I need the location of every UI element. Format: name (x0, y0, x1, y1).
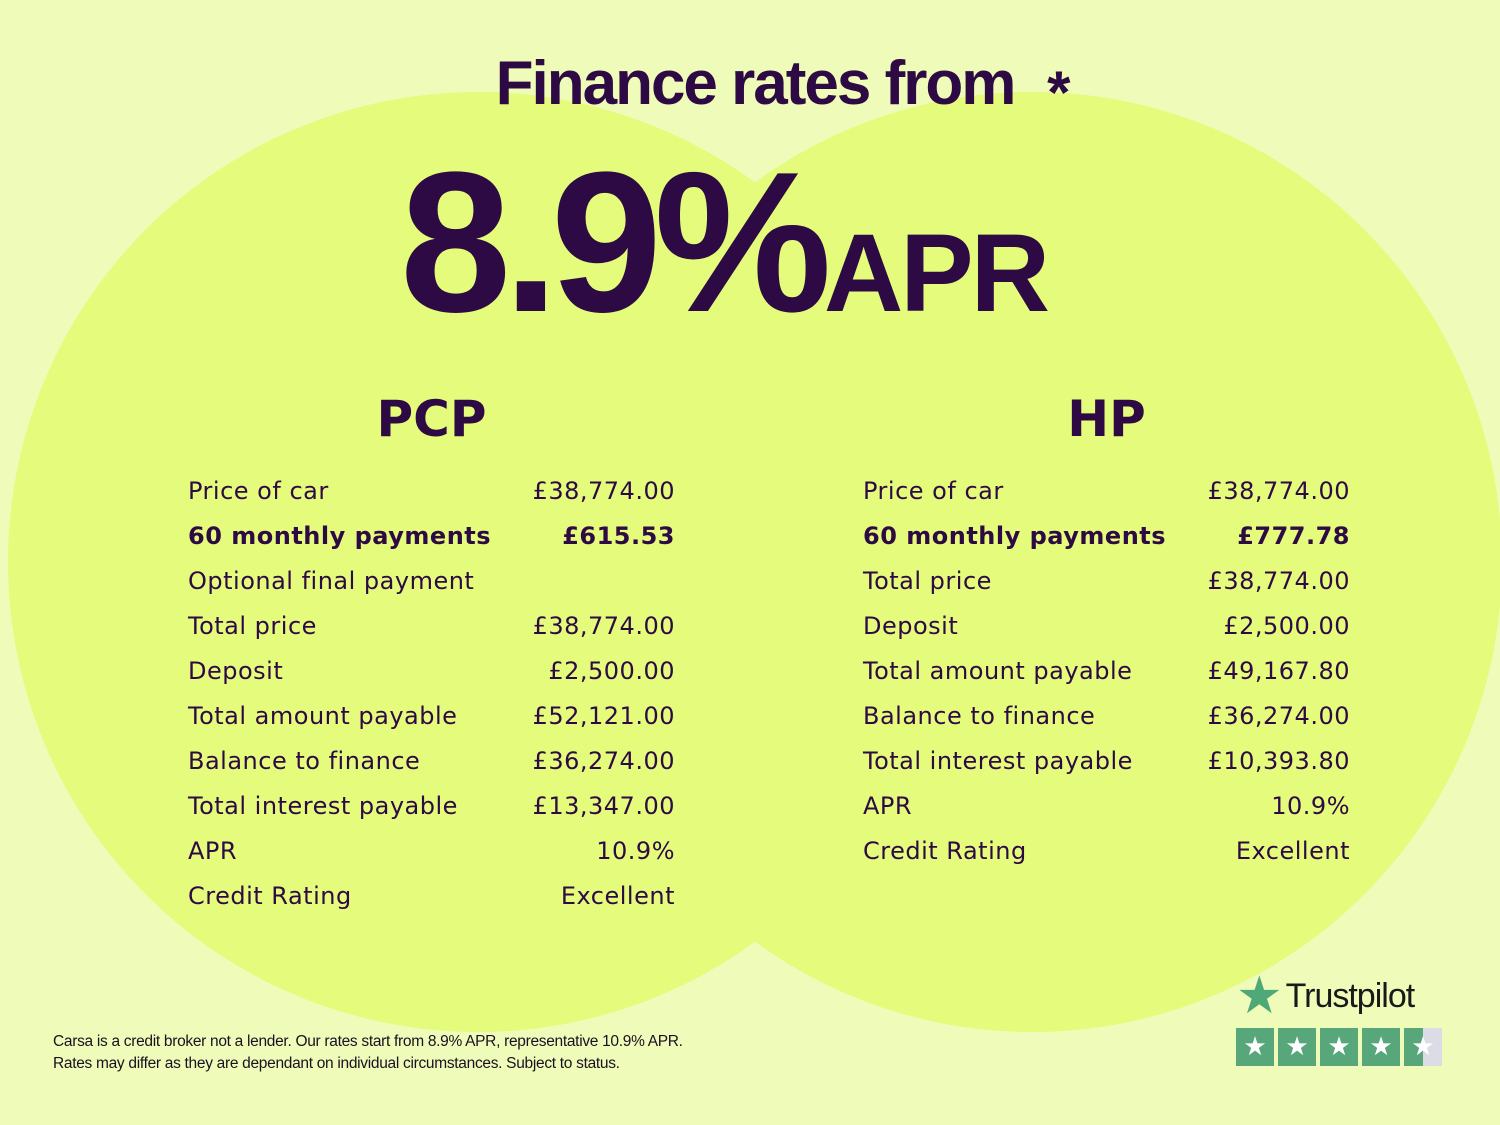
trustpilot-badge: ★ Trustpilot ★ ★ ★ ★ ★ (1236, 967, 1442, 1066)
row-value: £2,500.00 (548, 657, 675, 685)
row-label: Balance to finance (863, 702, 1096, 730)
rate-suffix: APR (823, 212, 1050, 335)
row-value: 10.9% (1271, 792, 1350, 820)
row-value: £38,774.00 (1207, 477, 1350, 505)
row-value: £49,167.80 (1207, 657, 1350, 685)
row-label: Total amount payable (188, 702, 458, 730)
hp-table: HP Price of car £38,774.00 60 monthly paym… (863, 390, 1350, 882)
background-circle-right (562, 92, 1500, 1032)
disclaimer-line-1: Carsa is a credit broker not a lender. O… (53, 1033, 683, 1050)
rating-star-icon: ★ (1404, 1028, 1442, 1066)
table-row: Price of car £38,774.00 (188, 477, 675, 522)
pcp-heading: PCP (376, 390, 487, 448)
table-row: Total amount payable £52,121.00 (188, 702, 675, 747)
rating-star-icon: ★ (1278, 1028, 1316, 1066)
trustpilot-star-icon: ★ (1236, 967, 1283, 1025)
row-label: Price of car (188, 477, 329, 505)
rating-star-icon: ★ (1320, 1028, 1358, 1066)
row-label: Price of car (863, 477, 1004, 505)
table-row: 60 monthly payments £615.53 (188, 522, 675, 567)
row-value: £38,774.00 (532, 612, 675, 640)
row-value: 10.9% (596, 837, 675, 865)
headline-title: Finance rates from (495, 49, 1017, 118)
row-value: £13,347.00 (532, 792, 675, 820)
row-label: Credit Rating (188, 882, 352, 910)
trustpilot-brand: Trustpilot (1285, 976, 1416, 1015)
row-label: Deposit (863, 612, 959, 640)
rate-value: 8.9% (400, 131, 832, 354)
rate-asterisk: * (1047, 59, 1071, 126)
row-label: APR (188, 837, 238, 865)
row-value: £38,774.00 (532, 477, 675, 505)
trustpilot-rating: ★ ★ ★ ★ ★ (1236, 1028, 1442, 1066)
row-label: Total interest payable (188, 792, 458, 820)
table-row: Total price £38,774.00 (863, 567, 1350, 612)
pcp-table: PCP Price of car £38,774.00 60 monthly pay… (188, 390, 675, 927)
rating-star-icon: ★ (1362, 1028, 1400, 1066)
table-row: 60 monthly payments £777.78 (863, 522, 1350, 567)
row-label: Total price (188, 612, 317, 640)
row-value: £36,274.00 (532, 747, 675, 775)
table-row: Balance to finance £36,274.00 (863, 702, 1350, 747)
table-row: Optional final payment (188, 567, 675, 612)
table-row: Total interest payable £10,393.80 (863, 747, 1350, 792)
row-value: £777.78 (1237, 522, 1350, 550)
row-label: Total price (863, 567, 992, 595)
table-row: Total interest payable £13,347.00 (188, 792, 675, 837)
row-value: £38,774.00 (1207, 567, 1350, 595)
rating-star-icon: ★ (1236, 1028, 1274, 1066)
row-label: Total interest payable (863, 747, 1133, 775)
table-row: Deposit £2,500.00 (188, 657, 675, 702)
table-row: Price of car £38,774.00 (863, 477, 1350, 522)
table-row: Total price £38,774.00 (188, 612, 675, 657)
row-label: Balance to finance (188, 747, 421, 775)
row-value: £36,274.00 (1207, 702, 1350, 730)
row-value: £2,500.00 (1223, 612, 1350, 640)
table-row: Credit Rating Excellent (188, 882, 675, 927)
row-label: Credit Rating (863, 837, 1027, 865)
row-label: 60 monthly payments (863, 522, 1167, 550)
table-row: Balance to finance £36,274.00 (188, 747, 675, 792)
row-value: Excellent (1235, 837, 1350, 865)
row-label: Total amount payable (863, 657, 1133, 685)
row-value: £52,121.00 (532, 702, 675, 730)
table-row: APR 10.9% (188, 837, 675, 882)
row-label: Deposit (188, 657, 284, 685)
disclaimer: Carsa is a credit broker not a lender. O… (53, 1031, 683, 1075)
table-row: APR 10.9% (863, 792, 1350, 837)
hp-heading: HP (1067, 390, 1146, 448)
row-label: 60 monthly payments (188, 522, 492, 550)
row-label: Optional final payment (188, 567, 475, 595)
table-row: Total amount payable £49,167.80 (863, 657, 1350, 702)
disclaimer-line-2: Rates may differ as they are dependant o… (53, 1055, 620, 1072)
table-row: Deposit £2,500.00 (863, 612, 1350, 657)
headline-rate: 8.9%APR * (400, 59, 1070, 358)
row-value: £10,393.80 (1207, 747, 1350, 775)
table-row: Credit Rating Excellent (863, 837, 1350, 882)
row-value: £615.53 (562, 522, 675, 550)
row-value: Excellent (560, 882, 675, 910)
row-label: APR (863, 792, 913, 820)
